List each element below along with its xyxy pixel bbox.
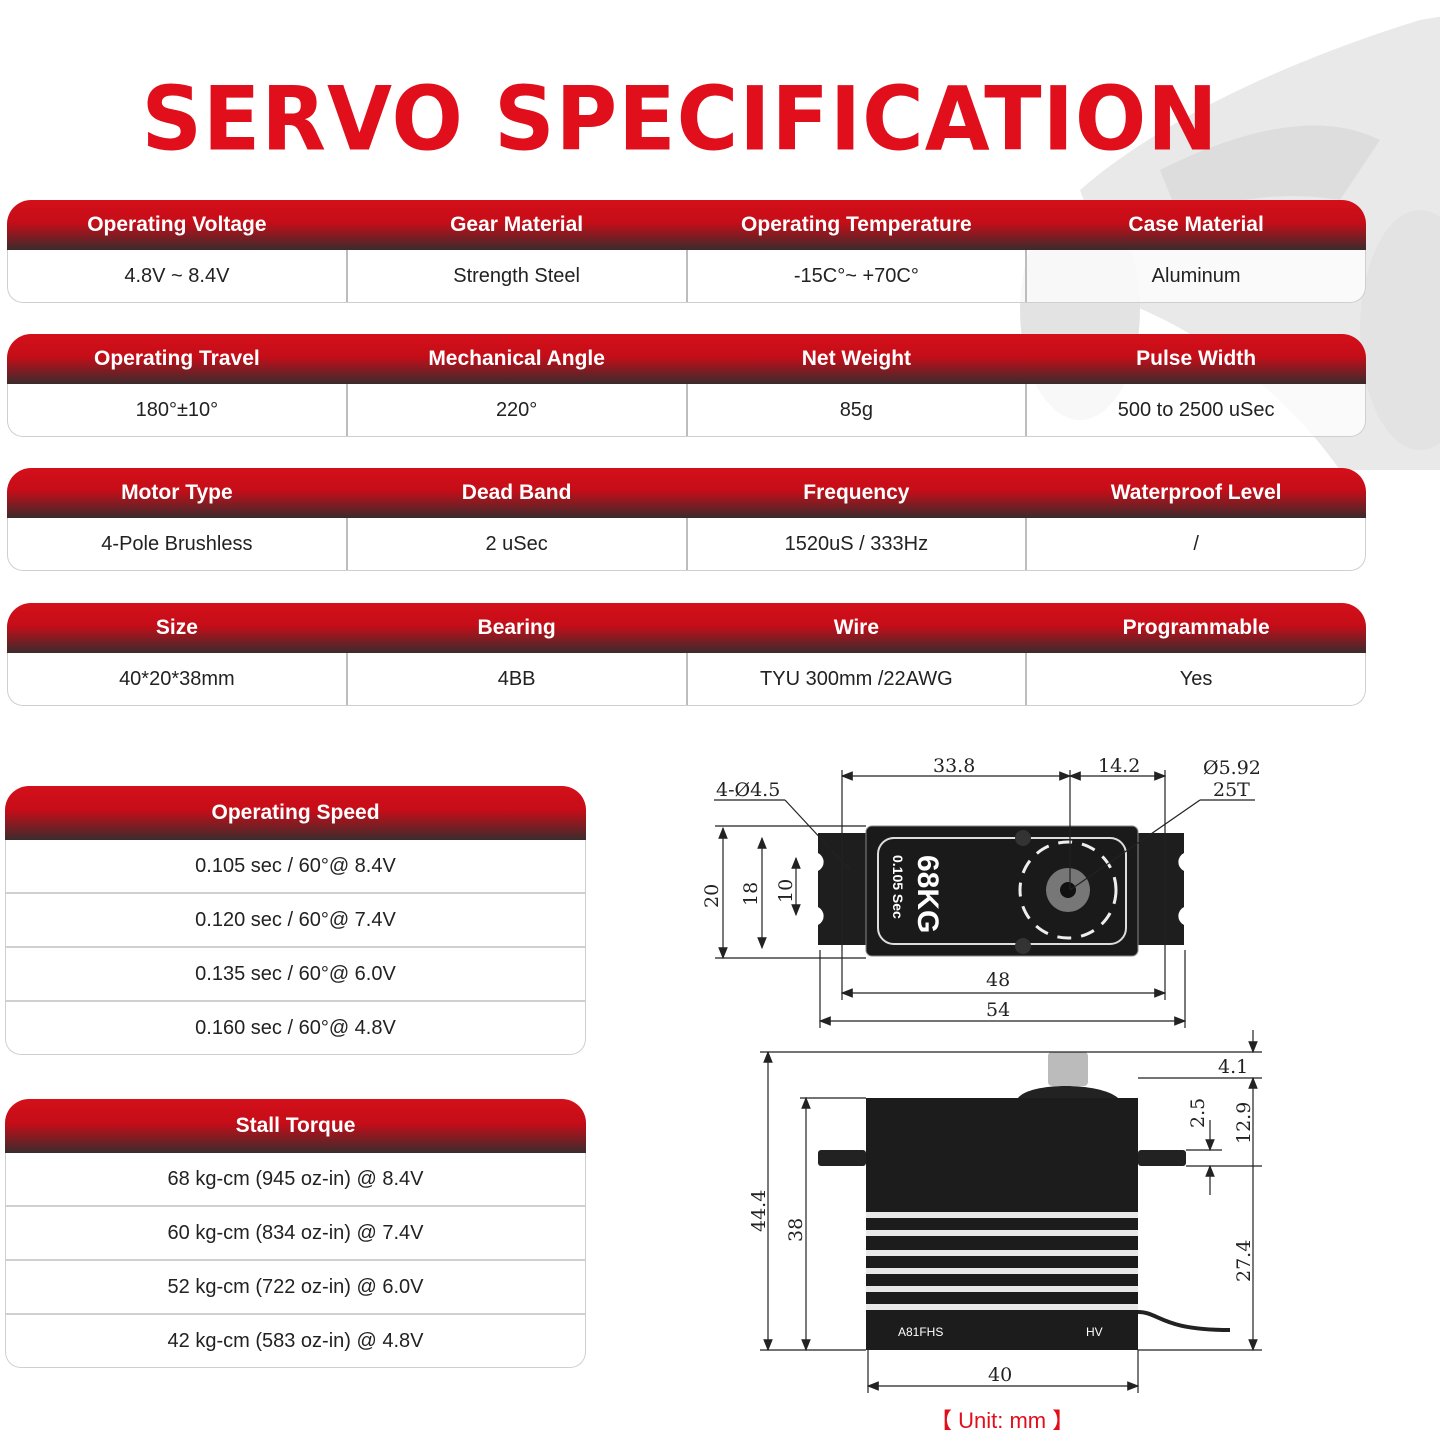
servo-side-view: A81FHS HV xyxy=(818,1052,1231,1350)
speed-row: 0.135 sec / 60°@ 6.0V xyxy=(6,948,585,1002)
header-cell: Case Material xyxy=(1128,213,1264,236)
dim-33-8: 33.8 xyxy=(933,755,975,777)
servo-label-speed: 0.105 Sec xyxy=(890,855,906,919)
value-cell: TYU 300mm /22AWG xyxy=(685,653,1026,705)
header-cell: Operating Voltage xyxy=(87,213,267,236)
value-cell: 2 uSec xyxy=(345,518,686,570)
value-cell: Aluminum xyxy=(1025,250,1365,302)
operating-speed-title: Operating Speed xyxy=(5,786,586,840)
servo-top-view: 68KG 0.105 Sec xyxy=(818,825,1184,957)
dim-18: 18 xyxy=(740,882,762,906)
dim-10: 10 xyxy=(775,879,797,903)
header-cell: Wire xyxy=(833,616,880,639)
dim-38: 38 xyxy=(785,1218,807,1242)
header-cell: Frequency xyxy=(803,481,910,504)
header-cell: Waterproof Level xyxy=(1110,481,1282,504)
stall-torque-title: Stall Torque xyxy=(5,1099,586,1153)
value-cell: Strength Steel xyxy=(345,250,686,302)
header-cell: Programmable xyxy=(1122,616,1270,639)
servo-dimension-drawing: 68KG 0.105 Sec 33.8 14.2 Ø5.92 25T 4-Ø4.… xyxy=(701,755,1262,1393)
dim-12-9: 12.9 xyxy=(1233,1102,1255,1144)
dim-27-4: 27.4 xyxy=(1233,1240,1255,1282)
header-cell: Net Weight xyxy=(801,347,912,370)
page-title: SERVO SPECIFICATION xyxy=(141,67,1219,171)
dim-40: 40 xyxy=(988,1364,1012,1386)
value-cell: 4BB xyxy=(345,653,686,705)
value-cell: -15C°~ +70C° xyxy=(685,250,1026,302)
stall-torque-table: Stall Torque 68 kg-cm (945 oz-in) @ 8.4V… xyxy=(5,1099,586,1368)
header-cell: Bearing xyxy=(477,616,556,639)
torque-row: 60 kg-cm (834 oz-in) @ 7.4V xyxy=(6,1207,585,1261)
speed-row: 0.105 sec / 60°@ 8.4V xyxy=(6,840,585,894)
value-cell: 85g xyxy=(685,384,1026,436)
torque-row: 68 kg-cm (945 oz-in) @ 8.4V xyxy=(6,1153,585,1207)
value-cell: 40*20*38mm xyxy=(119,667,235,690)
dim-44-4: 44.4 xyxy=(748,1190,770,1232)
header-cell: Dead Band xyxy=(461,481,572,504)
spec-table-3: Motor Type Dead Band Frequency Waterproof L… xyxy=(7,468,1366,572)
header-cell: Pulse Width xyxy=(1136,347,1257,370)
value-cell: 4.8V ~ 8.4V xyxy=(124,264,230,287)
hv-label: HV xyxy=(1086,1325,1103,1339)
torque-row: 42 kg-cm (583 oz-in) @ 4.8V xyxy=(167,1329,424,1352)
value-cell: 1520uS / 333Hz xyxy=(685,518,1026,570)
dim-spline: Ø5.92 xyxy=(1203,757,1261,779)
dim-54: 54 xyxy=(986,999,1010,1021)
value-cell: 180°±10° xyxy=(135,398,219,421)
header-cell: Gear Material xyxy=(450,213,584,236)
value-cell: / xyxy=(1025,518,1365,570)
dim-4-1: 4.1 xyxy=(1218,1056,1248,1078)
spec-table-2: Operating Travel Mechanical Angle Net Weig… xyxy=(7,334,1366,438)
dim-20: 20 xyxy=(701,884,723,908)
dim-14-2: 14.2 xyxy=(1098,755,1140,777)
value-cell: 4-Pole Brushless xyxy=(101,532,253,555)
value-cell: 500 to 2500 uSec xyxy=(1025,384,1365,436)
dim-2-5: 2.5 xyxy=(1187,1098,1209,1128)
header-cell: Operating Travel xyxy=(94,347,260,370)
dim-48: 48 xyxy=(986,969,1010,991)
model-label: A81FHS xyxy=(898,1325,943,1339)
header-cell: Mechanical Angle xyxy=(428,347,605,370)
speed-row: 0.160 sec / 60°@ 4.8V xyxy=(195,1016,396,1039)
operating-speed-table: Operating Speed 0.105 sec / 60°@ 8.4V 0.… xyxy=(5,786,586,1055)
value-cell: Yes xyxy=(1025,653,1365,705)
spec-table-4: Size Bearing Wire Programmable 40*20*38mm 4B… xyxy=(7,603,1366,707)
header-cell: Size xyxy=(155,616,198,639)
servo-label-68kg: 68KG xyxy=(911,855,944,933)
spec-table-1: Operating Voltage Gear Material Operating … xyxy=(7,200,1366,304)
value-cell: 220° xyxy=(345,384,686,436)
unit-label: 【 Unit: mm 】 xyxy=(930,1408,1075,1433)
torque-row: 52 kg-cm (722 oz-in) @ 6.0V xyxy=(6,1261,585,1315)
dim-spline-teeth: 25T xyxy=(1213,779,1250,801)
header-cell: Motor Type xyxy=(121,481,233,504)
header-cell: Operating Temperature xyxy=(741,213,972,236)
dim-holes: 4-Ø4.5 xyxy=(716,779,780,801)
speed-row: 0.120 sec / 60°@ 7.4V xyxy=(6,894,585,948)
